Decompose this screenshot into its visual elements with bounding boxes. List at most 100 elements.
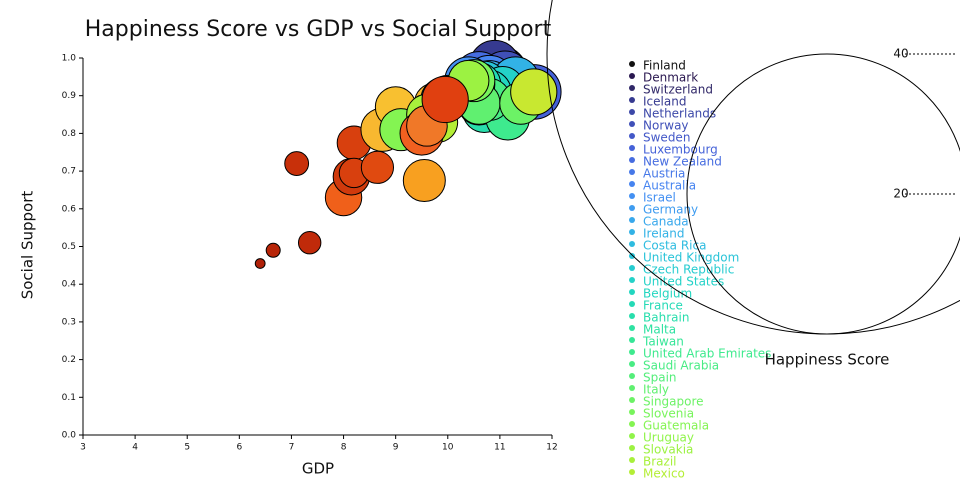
legend-marker [629,301,635,307]
legend-label: Guatemala [643,419,709,433]
legend-label: Switzerland [643,83,713,97]
legend-marker [629,169,635,175]
bubble [254,258,266,269]
y-axis-label: Social Support [19,191,37,300]
x-tick-label: 5 [184,443,190,453]
y-tick-label: 0.4 [62,280,77,290]
x-tick-label: 12 [546,443,557,453]
legend-marker [629,289,635,295]
legend-label: Mexico [643,467,685,481]
bubble [510,68,558,116]
x-tick-label: 3 [80,443,86,453]
legend-marker [629,313,635,319]
bubble [297,231,322,255]
legend-label: Spain [643,371,677,385]
legend-marker [629,241,635,247]
y-tick-label: 0.3 [62,317,76,327]
y-tick-label: 0.5 [62,242,76,252]
legend-marker [629,265,635,271]
legend-marker [629,421,635,427]
legend-marker [629,445,635,451]
x-tick-label: 4 [132,443,138,453]
legend-marker [629,349,635,355]
legend-marker [629,157,635,163]
x-axis-label: GDP [302,460,334,478]
chart-title: Happiness Score vs GDP vs Social Support [85,17,552,42]
legend-label: Australia [643,179,696,193]
legend-marker [629,73,635,79]
legend-label: Saudi Arabia [643,359,719,373]
legend-marker [629,469,635,475]
legend-marker [629,457,635,463]
legend-marker [629,325,635,331]
legend-label: Norway [643,119,689,133]
legend-label: United States [643,275,724,289]
legend-marker [629,337,635,343]
y-tick-label: 0.7 [62,167,76,177]
legend-marker [629,85,635,91]
legend-marker [629,397,635,403]
size-legend-label: 20 [893,187,908,201]
legend-label: United Kingdom [643,251,739,265]
y-tick-label: 0.9 [62,91,77,101]
y-tick-label: 0.2 [62,355,76,365]
legend-marker [629,373,635,379]
legend-label: Malta [643,323,676,337]
legend-marker [629,409,635,415]
legend-label: Sweden [643,131,690,145]
legend-marker [629,361,635,367]
size-legend-circle [546,0,960,335]
x-tick-label: 8 [341,443,347,453]
legend-label: Iceland [643,95,686,109]
x-tick-label: 6 [236,443,242,453]
legend-marker [629,121,635,127]
legend-label: Netherlands [643,107,716,121]
legend-marker [629,193,635,199]
bubble [421,75,469,124]
legend-label: Brazil [643,455,677,469]
legend-marker [629,277,635,283]
legend-marker [629,61,635,67]
y-tick-label: 0.6 [62,204,77,214]
x-tick-label: 11 [494,443,505,453]
y-tick-label: 0.8 [62,129,77,139]
legend-label: Luxembourg [643,143,718,157]
legend-label: Costa Rica [643,239,706,253]
legend-label: France [643,299,683,313]
y-tick-label: 0.0 [62,431,77,441]
legend-label: Slovenia [643,407,694,421]
legend-label: Italy [643,383,669,397]
size-legend-label: 40 [893,47,908,61]
legend-label: Singapore [643,395,704,409]
legend-marker [629,97,635,103]
legend-label: Canada [643,215,689,229]
bubble [402,159,446,203]
legend-marker [629,217,635,223]
bubble [284,151,310,176]
legend-label: Denmark [643,71,698,85]
legend-label: Uruguay [643,431,694,445]
legend-marker [629,253,635,259]
legend-marker [629,181,635,187]
legend-marker [629,145,635,151]
legend-label: Slovakia [643,443,693,457]
legend-label: New Zealand [643,155,722,169]
legend-label: Belgium [643,287,692,301]
y-tick-label: 0.1 [62,393,76,403]
legend-marker [629,109,635,115]
legend-label: Finland [643,59,686,73]
legend-label: United Arab Emirates [643,347,771,361]
legend-label: Taiwan [642,335,684,349]
bubble [360,150,395,184]
x-tick-label: 9 [393,443,399,453]
size-legend-circle [686,53,960,335]
legend-label: Austria [643,167,685,181]
legend-marker [629,433,635,439]
legend-marker [629,205,635,211]
size-legend-title: Happiness Score [765,351,890,369]
legend-label: Israel [643,191,676,205]
bubble [265,242,281,258]
x-tick-label: 10 [442,443,454,453]
legend-label: Ireland [643,227,685,241]
